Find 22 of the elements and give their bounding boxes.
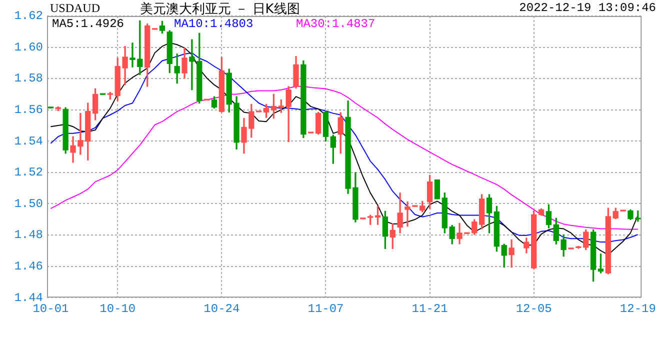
text: MA5:1.4926 [52, 17, 124, 32]
chart-title: 美元澳大利亚元 － 日K线图 [140, 1, 300, 18]
text: USDAUD [50, 1, 100, 16]
y-tick-label: 1.48 [14, 228, 43, 242]
y-tick-label: 1.52 [14, 166, 43, 180]
x-tick-label: 12-05 [516, 302, 552, 316]
y-tick-label: 1.46 [14, 259, 43, 274]
text: MA30:1.4837 [296, 17, 376, 32]
y-tick-label: 1.54 [14, 134, 43, 148]
y-tick-label: 1.60 [14, 40, 43, 54]
x-tick-label: 11-07 [308, 302, 344, 316]
x-tick-label: 11-21 [412, 302, 448, 316]
y-tick-label: 1.58 [14, 72, 43, 86]
candlestick [174, 54, 180, 84]
x-tick-label: 10-10 [100, 302, 136, 316]
y-tick-label: 1.50 [14, 196, 43, 211]
y-tick-label: 1.56 [14, 103, 43, 118]
x-tick-label: 12-19 [620, 302, 656, 316]
y-tick-label: 1.62 [14, 9, 43, 24]
text: 2022-12-19 13:09:46 [519, 1, 656, 15]
x-tick-label: 10-24 [204, 302, 240, 316]
text: MA10:1.4803 [174, 17, 254, 32]
